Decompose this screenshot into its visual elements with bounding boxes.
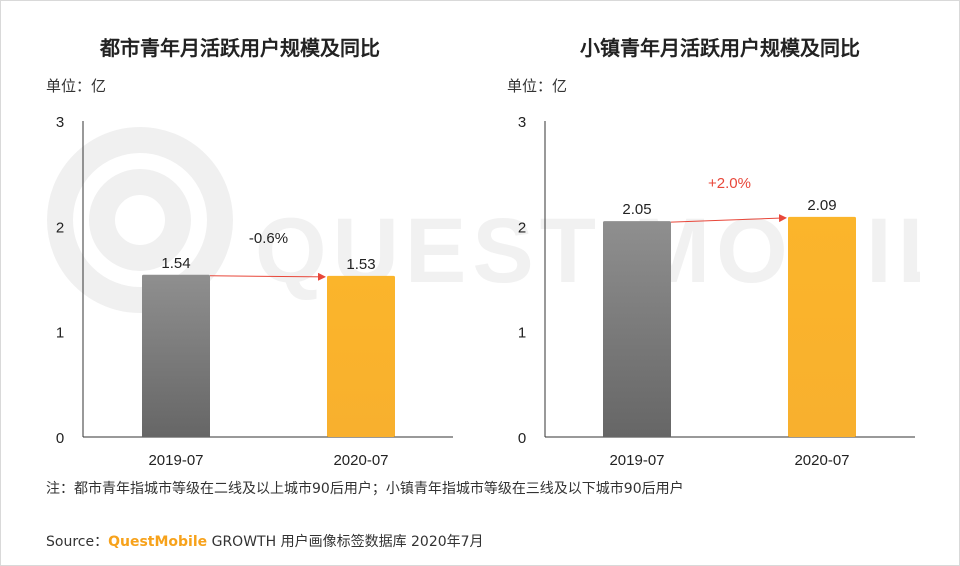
chart-title-left: 都市青年月活跃用户规模及同比 [100,36,380,60]
footnote: 注：都市青年指城市等级在二线及以上城市90后用户；小镇青年指城市等级在三线及以下… [46,481,684,497]
source-line: Source：QuestMobile GROWTH 用户画像标签数据库 2020… [46,531,484,551]
growth-label: +2.0% [708,175,751,192]
source-rest: GROWTH 用户画像标签数据库 2020年7月 [207,534,484,550]
x-tick-label: 2020-07 [333,452,388,469]
x-tick-label: 2020-07 [794,452,849,469]
x-tick-label: 2019-07 [609,452,664,469]
y-tick-label: 2 [518,219,526,236]
bar-2020-07 [327,275,395,437]
bar-2019-07 [603,221,671,437]
bar-value-label: 2.09 [807,197,836,214]
bar-2020-07 [788,216,856,437]
y-tick-label: 1 [56,325,64,342]
chart-title-right: 小镇青年月活跃用户规模及同比 [580,36,860,60]
y-tick-label: 3 [56,114,64,131]
y-tick-label: 0 [518,430,526,447]
y-tick-label: 1 [518,325,526,342]
growth-arrow [209,272,326,281]
y-tick-label: 2 [56,219,64,236]
y-tick-label: 0 [56,430,64,447]
growth-arrow [670,214,787,223]
bar-value-label: 1.53 [346,256,375,273]
growth-label: -0.6% [249,230,288,247]
bar-value-label: 1.54 [161,255,190,272]
source-prefix: Source： [46,534,109,550]
x-tick-label: 2019-07 [148,452,203,469]
source-brand: QuestMobile [108,534,208,550]
unit-label-left: 单位：亿 [46,77,107,95]
bar-value-label: 2.05 [622,201,651,218]
y-tick-label: 3 [518,114,526,131]
bar-2019-07 [142,274,210,437]
unit-label-right: 单位：亿 [507,77,568,95]
